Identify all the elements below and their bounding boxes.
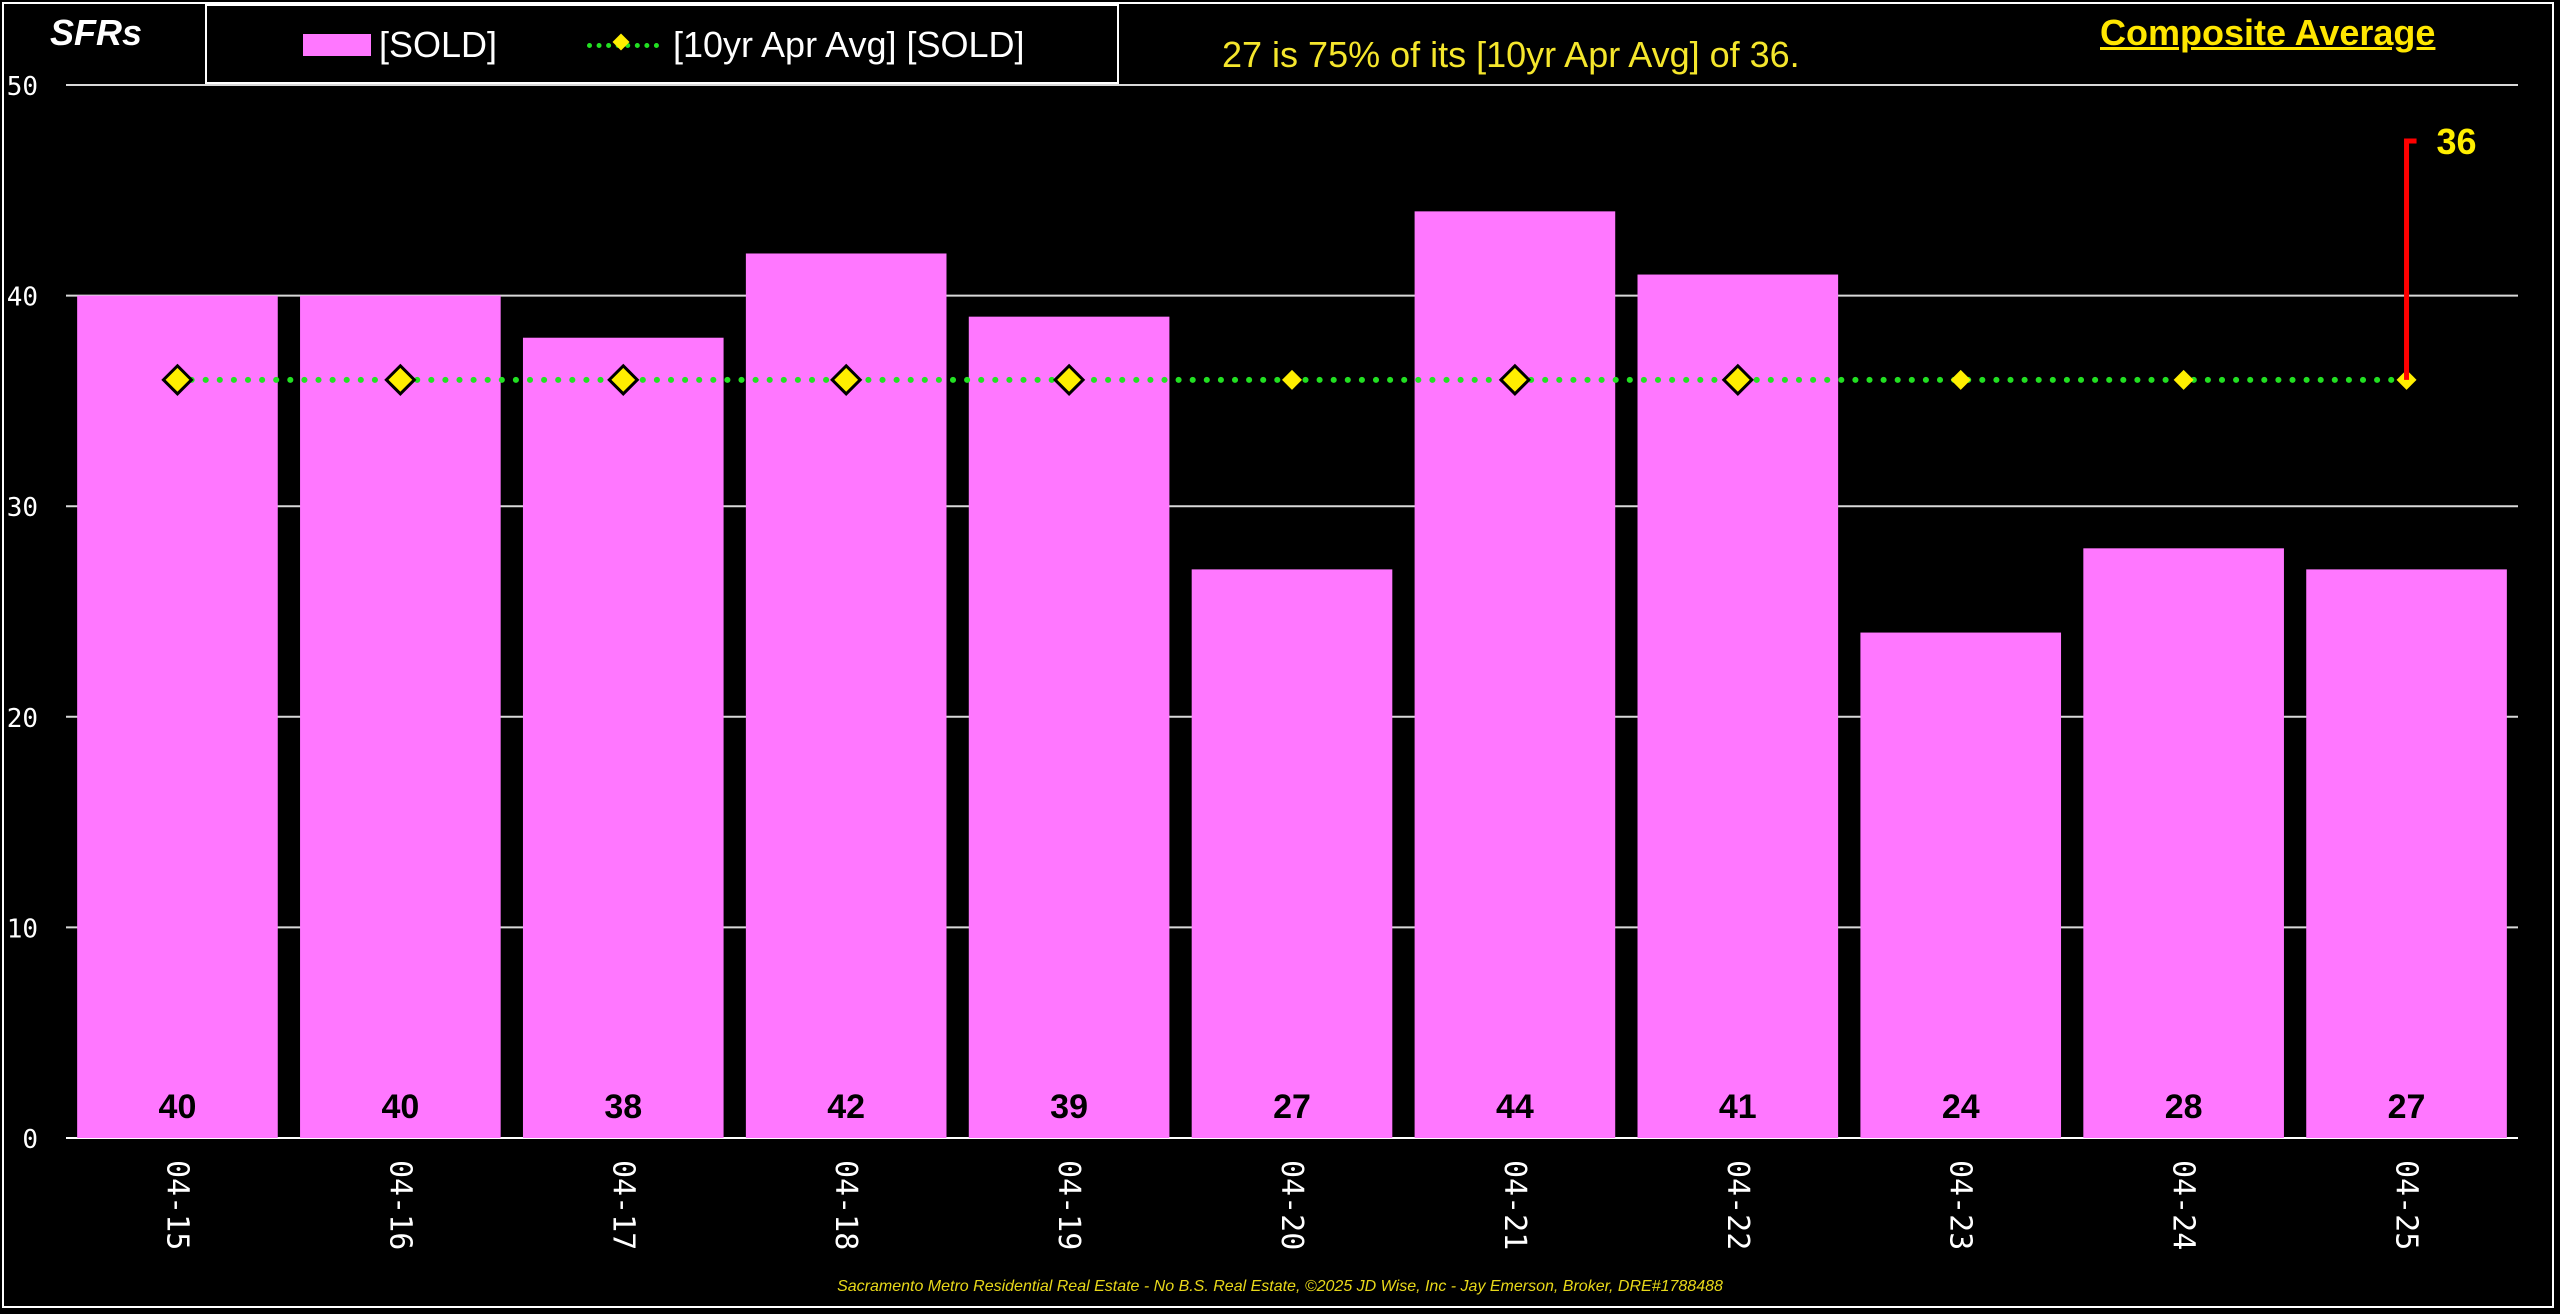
chart-annotation: 27 is 75% of its [10yr Apr Avg] of 36. (1222, 34, 1800, 75)
bar-value-label: 24 (1942, 1088, 1980, 1126)
bar-value-label: 38 (604, 1088, 642, 1126)
x-tick-label: 04-20 (1274, 1160, 1309, 1250)
x-tick-label: 04-24 (2166, 1160, 2201, 1250)
y-tick-label: 20 (7, 704, 38, 734)
footer-credit: Sacramento Metro Residential Real Estate… (837, 1278, 1723, 1295)
x-tick-label: 04-18 (828, 1160, 863, 1250)
x-tick-label: 04-25 (2389, 1160, 2424, 1250)
legend-swatch-line (587, 33, 659, 57)
x-tick-label: 04-21 (1497, 1160, 1532, 1250)
avg-marker (1052, 363, 1086, 396)
composite-average-link[interactable]: Composite Average (2100, 12, 2436, 53)
bar-value-label: 40 (381, 1088, 419, 1126)
bar-value-label: 27 (1273, 1088, 1311, 1126)
avg-callout-label: 36 (2437, 121, 2477, 162)
legend-label-sold: [SOLD] (379, 24, 498, 65)
avg-marker (1721, 363, 1754, 396)
y-tick-label: 10 (7, 914, 38, 944)
legend-item-avg: [10yr Apr Avg] [SOLD] (587, 24, 1025, 66)
avg-marker (830, 363, 863, 396)
avg-marker (1498, 363, 1532, 396)
bar (77, 295, 278, 1139)
bar-value-label: 39 (1050, 1088, 1088, 1126)
bar (1860, 632, 2062, 1138)
legend: [SOLD] [10yr Apr Avg] [SOLD] (205, 4, 1119, 84)
bar-value-label: 27 (2388, 1088, 2426, 1126)
x-tick-label: 04-22 (1720, 1160, 1755, 1250)
bar (300, 295, 501, 1139)
avg-marker (2173, 369, 2194, 390)
bar-value-label: 40 (159, 1088, 197, 1126)
legend-label-avg: [10yr Apr Avg] [SOLD] (673, 24, 1025, 65)
bar (2306, 569, 2507, 1138)
bar (745, 253, 947, 1139)
bar-value-label: 28 (2165, 1088, 2203, 1126)
bar (2083, 548, 2284, 1138)
bar (522, 337, 724, 1139)
y-tick-label: 30 (7, 493, 38, 523)
x-tick-label: 04-16 (382, 1160, 417, 1250)
x-tick-label: 04-23 (1943, 1160, 1978, 1250)
legend-swatch-bar (303, 34, 371, 56)
x-tick-label: 04-19 (1051, 1160, 1086, 1250)
avg-marker (1950, 369, 1971, 390)
avg-marker (1282, 369, 1302, 390)
x-tick-label: 04-15 (159, 1160, 194, 1250)
avg-marker (161, 363, 194, 396)
bar-value-label: 41 (1719, 1088, 1757, 1126)
bar (1637, 274, 1839, 1138)
bar-value-label: 42 (827, 1088, 865, 1126)
bar (968, 316, 1170, 1138)
x-tick-label: 04-17 (605, 1160, 640, 1250)
avg-marker (384, 363, 417, 396)
bar (1191, 569, 1393, 1138)
bar-value-label: 44 (1496, 1088, 1534, 1126)
avg-callout-bracket (2404, 138, 2417, 380)
legend-item-sold: [SOLD] (303, 24, 497, 66)
y-tick-label: 50 (7, 72, 38, 102)
bar (1414, 211, 1616, 1139)
y-tick-label: 0 (22, 1125, 38, 1155)
y-axis-title: SFRs (50, 12, 143, 53)
avg-marker (607, 363, 640, 396)
y-tick-label: 40 (7, 283, 38, 313)
